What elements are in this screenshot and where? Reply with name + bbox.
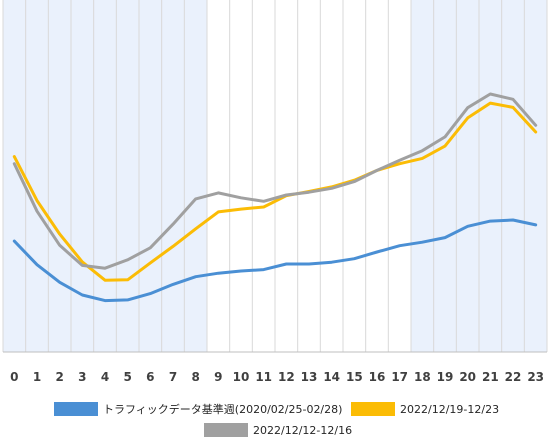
vertical-grid-layer (2, 0, 548, 352)
x-tick-label-2: 2 (55, 370, 63, 384)
x-tick-label-5: 5 (123, 370, 131, 384)
x-tick-labels: 0 1 2 3 4 5 6 7 8 9 10 11 12 13 14 15 16 17 18 19 20 21 22 23 (10, 370, 544, 384)
series-line-1 (12, 101, 538, 282)
legend-item-baseline: トラフィックデータ基準週(2020/02/25-02/28) (54, 402, 342, 416)
x-tick-label-13: 13 (301, 370, 318, 384)
x-tick-label-3: 3 (78, 370, 86, 384)
x-tick-label-18: 18 (414, 370, 431, 384)
x-tick-label-1: 1 (33, 370, 41, 384)
x-tick-label-4: 4 (101, 370, 109, 384)
x-tick-label-15: 15 (346, 370, 363, 384)
x-tick-label-0: 0 (10, 370, 18, 384)
x-tick-label-8: 8 (191, 370, 199, 384)
series-line-0 (12, 218, 538, 303)
legend-swatch-2022-12-19 (351, 402, 395, 416)
x-tick-label-19: 19 (437, 370, 454, 384)
x-tick-label-6: 6 (146, 370, 154, 384)
legend-swatch-baseline (54, 402, 98, 416)
x-tick-label-16: 16 (369, 370, 386, 384)
legend-item-2022-12-12: 2022/12/12-12/16 (204, 423, 352, 437)
legend-label-2022-12-19: 2022/12/19-12/23 (400, 403, 499, 416)
x-tick-label-21: 21 (482, 370, 499, 384)
legend-label-2022-12-12: 2022/12/12-12/16 (253, 424, 352, 437)
x-tick-label-7: 7 (169, 370, 177, 384)
legend-swatch-2022-12-12 (204, 423, 248, 437)
x-tick-label-20: 20 (459, 370, 476, 384)
series-lines (12, 92, 538, 303)
x-tick-label-12: 12 (278, 370, 295, 384)
legend: トラフィックデータ基準週(2020/02/25-02/28) 2022/12/1… (54, 402, 499, 437)
x-tick-label-17: 17 (391, 370, 408, 384)
x-tick-label-9: 9 (214, 370, 222, 384)
x-tick-label-11: 11 (255, 370, 272, 384)
x-tick-label-22: 22 (505, 370, 522, 384)
x-tick-label-23: 23 (527, 370, 544, 384)
x-tick-label-14: 14 (323, 370, 340, 384)
x-tick-label-10: 10 (233, 370, 250, 384)
series-line-2 (12, 92, 538, 270)
legend-label-baseline: トラフィックデータ基準週(2020/02/25-02/28) (103, 402, 342, 416)
legend-item-2022-12-19: 2022/12/19-12/23 (351, 402, 499, 416)
shaded-range-0 (3, 0, 207, 352)
